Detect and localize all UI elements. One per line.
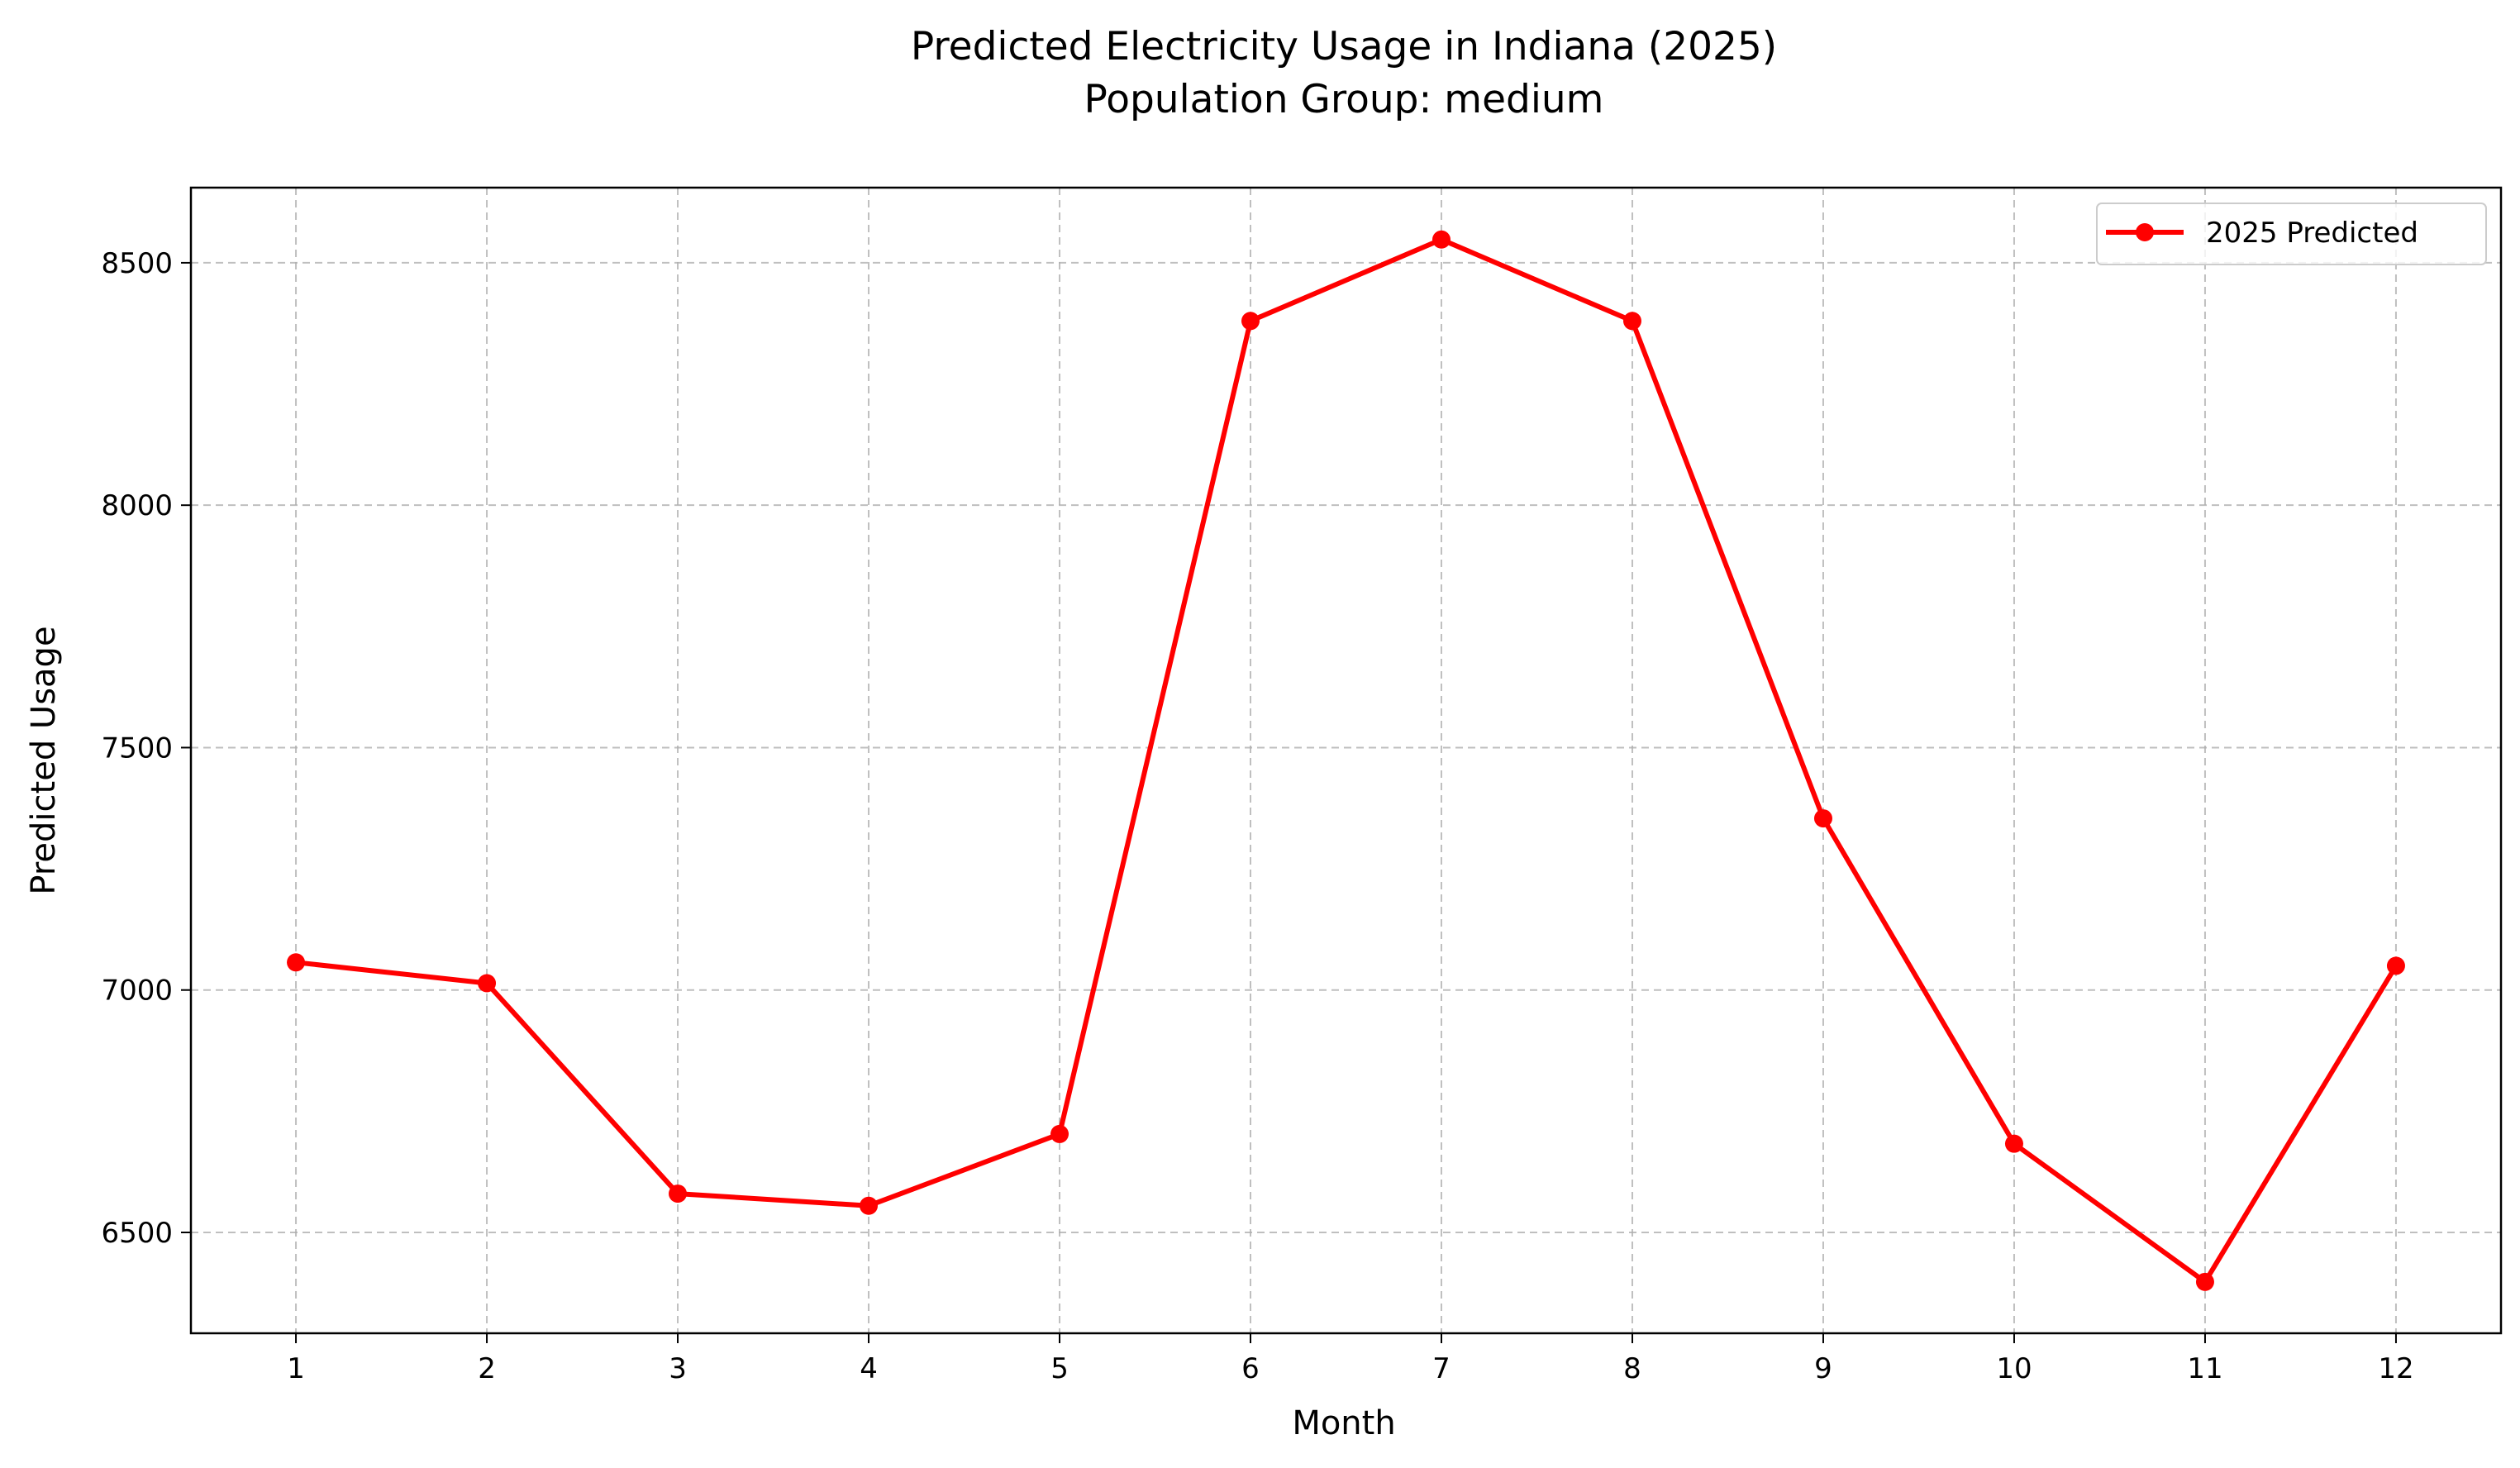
data-point [287, 953, 306, 972]
y-tick-label: 8000 [101, 489, 173, 522]
data-point [669, 1184, 688, 1203]
data-point [1622, 312, 1641, 331]
x-tick-label: 11 [2187, 1352, 2222, 1385]
data-point [2004, 1134, 2023, 1153]
x-axis-label: Month [1292, 1404, 1395, 1442]
x-tick-label: 7 [1432, 1352, 1451, 1385]
x-tick-label: 4 [860, 1352, 878, 1385]
data-point [2195, 1272, 2214, 1291]
y-tick-label: 8500 [101, 247, 173, 280]
legend-marker [2136, 223, 2154, 241]
x-tick-label: 1 [287, 1352, 305, 1385]
legend: 2025 Predicted [2096, 203, 2487, 265]
data-series [287, 230, 2405, 1291]
y-tick-label: 7500 [101, 732, 173, 765]
data-point [2386, 956, 2405, 975]
y-tick-label: 7000 [101, 975, 173, 1008]
y-tick-label: 6500 [101, 1217, 173, 1250]
x-tick-label: 5 [1050, 1352, 1069, 1385]
x-tick-label: 3 [669, 1352, 687, 1385]
x-tick-label: 12 [2378, 1352, 2413, 1385]
chart-subtitle: Population Group: medium [1084, 77, 1604, 122]
data-point [1241, 312, 1260, 331]
x-tick-label: 2 [478, 1352, 496, 1385]
data-point [1813, 809, 1832, 828]
x-tick-label: 8 [1623, 1352, 1641, 1385]
plot-frame [189, 186, 2503, 1335]
legend-box [2096, 203, 2487, 265]
data-point [1050, 1124, 1069, 1143]
x-tick-label: 6 [1241, 1352, 1260, 1385]
data-point [478, 974, 497, 993]
chart-title: Predicted Electricity Usage in Indiana (… [911, 24, 1777, 69]
x-tick-label: 10 [1996, 1352, 2032, 1385]
series-line [295, 236, 2399, 1284]
data-point [860, 1196, 879, 1215]
x-tick-label: 9 [1814, 1352, 1832, 1385]
data-point [1431, 230, 1451, 249]
y-axis-label: Predicted Usage [25, 626, 63, 894]
grid-lines [191, 188, 2501, 1333]
legend-label: 2025 Predicted [2206, 217, 2418, 250]
